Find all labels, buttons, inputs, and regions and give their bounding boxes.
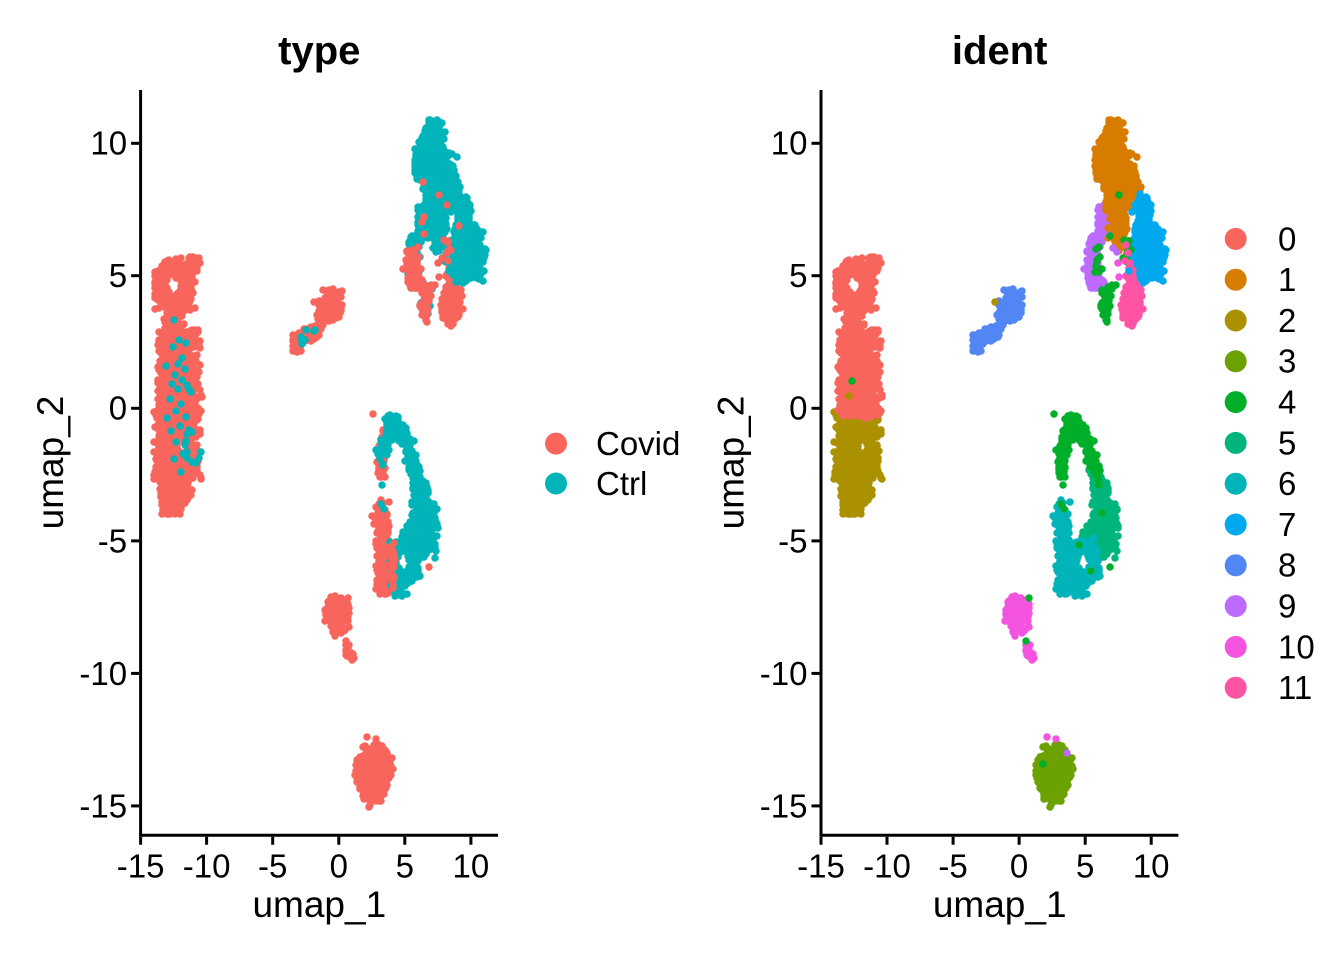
- svg-text:-10: -10: [863, 847, 911, 884]
- svg-text:5: 5: [396, 847, 414, 884]
- svg-text:0: 0: [789, 390, 807, 427]
- svg-text:umap_2: umap_2: [711, 396, 752, 530]
- svg-text:0: 0: [1278, 220, 1296, 257]
- svg-text:-5: -5: [938, 847, 967, 884]
- svg-text:11: 11: [1278, 669, 1312, 706]
- svg-text:5: 5: [1076, 847, 1094, 884]
- svg-text:1: 1: [1278, 261, 1296, 298]
- svg-text:-5: -5: [778, 522, 807, 559]
- svg-text:5: 5: [789, 257, 807, 294]
- svg-text:7: 7: [1278, 506, 1296, 543]
- svg-text:-15: -15: [760, 787, 808, 824]
- svg-text:0: 0: [330, 847, 348, 884]
- svg-text:10: 10: [771, 125, 808, 162]
- svg-text:type: type: [278, 29, 360, 73]
- svg-text:-10: -10: [760, 655, 808, 692]
- svg-text:umap_1: umap_1: [933, 884, 1067, 925]
- svg-text:10: 10: [1133, 847, 1170, 884]
- svg-text:10: 10: [90, 125, 127, 162]
- svg-text:2: 2: [1278, 302, 1296, 339]
- svg-text:5: 5: [109, 257, 127, 294]
- svg-text:-15: -15: [117, 847, 165, 884]
- svg-text:-10: -10: [79, 655, 127, 692]
- svg-text:4: 4: [1278, 384, 1296, 421]
- svg-text:Covid: Covid: [596, 425, 680, 462]
- svg-text:0: 0: [109, 390, 127, 427]
- svg-text:-5: -5: [98, 522, 127, 559]
- svg-text:-10: -10: [183, 847, 231, 884]
- svg-text:0: 0: [1010, 847, 1028, 884]
- svg-text:umap_2: umap_2: [30, 396, 71, 530]
- svg-text:Ctrl: Ctrl: [596, 465, 647, 502]
- svg-text:ident: ident: [952, 29, 1048, 73]
- svg-text:10: 10: [453, 847, 490, 884]
- svg-text:9: 9: [1278, 588, 1296, 625]
- svg-text:6: 6: [1278, 465, 1296, 502]
- svg-text:-15: -15: [797, 847, 845, 884]
- svg-text:-15: -15: [79, 787, 127, 824]
- svg-text:8: 8: [1278, 547, 1296, 584]
- svg-text:5: 5: [1278, 424, 1296, 461]
- svg-text:-5: -5: [258, 847, 287, 884]
- svg-text:3: 3: [1278, 343, 1296, 380]
- svg-text:umap_1: umap_1: [252, 884, 386, 925]
- svg-text:10: 10: [1278, 628, 1315, 665]
